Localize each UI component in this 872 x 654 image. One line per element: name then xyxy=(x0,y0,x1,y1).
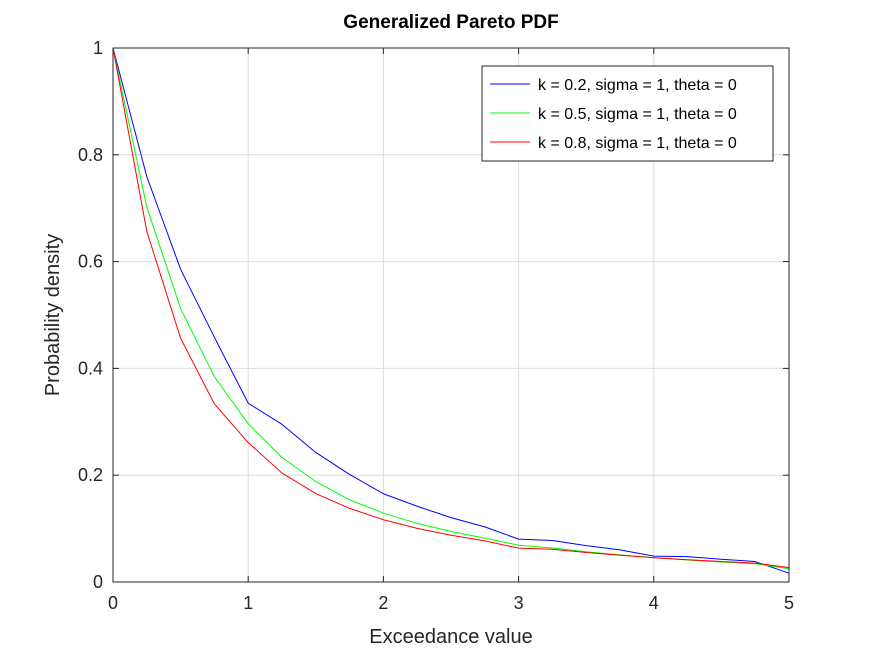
y-tick-label: 0.8 xyxy=(78,145,103,165)
series-line-3 xyxy=(112,47,790,569)
y-tick-label: 0 xyxy=(93,572,103,592)
legend-label-1: k = 0.2, sigma = 1, theta = 0 xyxy=(538,77,737,94)
series-layer xyxy=(112,47,790,574)
y-axis-label: Probability density xyxy=(42,234,64,396)
x-tick-label: 5 xyxy=(784,593,794,613)
y-tick-label: 0.6 xyxy=(78,252,103,272)
y-tick-label: 0.4 xyxy=(78,358,103,378)
legend-box xyxy=(481,65,774,162)
y-tick-label: 0.2 xyxy=(78,465,103,485)
tick-layer: 0 1 2 3 4 5 0 0.2 0.4 0.6 0.8 1 xyxy=(78,38,794,613)
legend-label-2: k = 0.5, sigma = 1, theta = 0 xyxy=(538,106,737,123)
axes-box xyxy=(112,47,790,583)
chart-title: Generalized Pareto PDF xyxy=(343,12,558,33)
x-tick-label: 0 xyxy=(108,593,118,613)
x-axis-label: Exceedance value xyxy=(369,626,532,648)
x-tick-label: 1 xyxy=(243,593,253,613)
legend: k = 0.2, sigma = 1, theta = 0 k = 0.5, si… xyxy=(481,65,774,162)
y-tick-label: 1 xyxy=(93,38,103,58)
legend-label-3: k = 0.8, sigma = 1, theta = 0 xyxy=(538,135,737,152)
x-tick-label: 3 xyxy=(514,593,524,613)
series-line-1 xyxy=(112,47,790,574)
x-tick-label: 2 xyxy=(378,593,388,613)
x-tick-label: 4 xyxy=(649,593,659,613)
